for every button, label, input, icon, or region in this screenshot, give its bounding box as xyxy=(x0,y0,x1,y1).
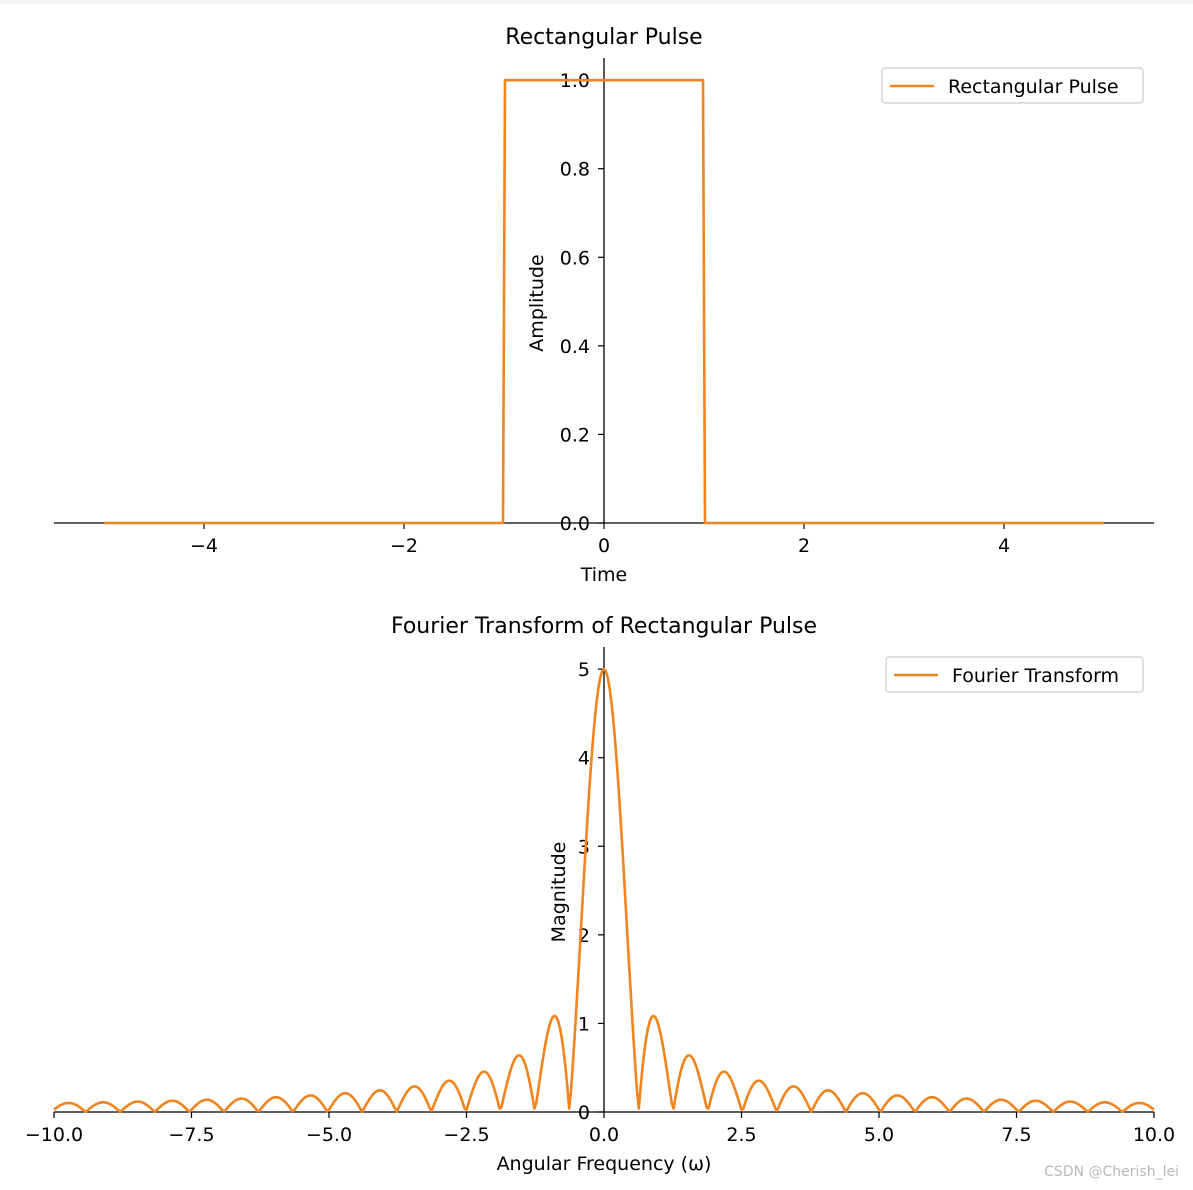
series-lines xyxy=(53,667,1155,1114)
legend-label: Rectangular Pulse xyxy=(948,76,1119,98)
y-ticks: 0.00.20.40.60.81.0 xyxy=(560,70,604,535)
x-tick-label: 4 xyxy=(998,535,1010,557)
legend-box xyxy=(885,656,1144,693)
x-tick-label: 2 xyxy=(798,535,810,557)
x-axis-label: Time xyxy=(580,564,628,586)
x-tick-label: −2.5 xyxy=(443,1124,489,1146)
chart-title: Rectangular Pulse xyxy=(505,25,702,50)
x-tick-label: −5.0 xyxy=(306,1124,352,1146)
legend-label: Fourier Transform xyxy=(952,665,1119,687)
y-tick-label: 0 xyxy=(578,1102,590,1124)
top-border xyxy=(0,0,1193,4)
y-tick-label: 0.8 xyxy=(560,159,590,181)
x-tick-label: −7.5 xyxy=(168,1124,214,1146)
y-tick-label: 4 xyxy=(578,748,590,770)
watermark: CSDN @Cherish_lei xyxy=(1044,1164,1179,1180)
y-tick-label: 5 xyxy=(578,659,590,681)
legend: Fourier Transform xyxy=(885,656,1144,693)
series-line xyxy=(104,78,1104,525)
x-ticks: −4 −2 0 2 4 xyxy=(190,523,1010,557)
y-tick-label: 0.4 xyxy=(560,336,590,358)
chart-rectangular-pulse: Rectangular Pulse −4 −2 0 2 4 0.0 0.2 0.4 0.6 0.… xyxy=(54,25,1154,586)
y-tick-label: 1 xyxy=(578,1013,590,1035)
x-tick-label: 10.0 xyxy=(1133,1124,1175,1146)
x-tick-label: 0 xyxy=(598,535,610,557)
chart-fourier-transform: Fourier Transform of Rectangular Pulse −… xyxy=(25,614,1175,1175)
x-tick-label: −10.0 xyxy=(25,1124,83,1146)
axes xyxy=(54,58,1154,524)
y-tick-label: 0.2 xyxy=(560,424,590,446)
x-tick-label: 2.5 xyxy=(726,1124,756,1146)
x-axis-label: Angular Frequency (ω) xyxy=(497,1153,712,1175)
x-ticks: −10.0 −7.5 −5.0 −2.5 0.0 2.5 5.0 7.5 10.0 xyxy=(25,1112,1175,1146)
y-axis-label: Amplitude xyxy=(526,254,548,351)
x-tick-label: 7.5 xyxy=(1001,1124,1031,1146)
x-tick-label: −4 xyxy=(190,535,218,557)
y-axis-label: Magnitude xyxy=(548,842,570,943)
y-tick-label: 0.0 xyxy=(560,513,590,535)
series-line xyxy=(53,667,1155,1114)
y-tick-label: 0.6 xyxy=(560,247,590,269)
series-lines xyxy=(104,78,1104,525)
axes xyxy=(54,647,1154,1113)
legend: Rectangular Pulse xyxy=(881,67,1144,104)
x-tick-label: 5.0 xyxy=(864,1124,894,1146)
chart-title: Fourier Transform of Rectangular Pulse xyxy=(391,614,817,639)
x-tick-label: 0.0 xyxy=(589,1124,619,1146)
legend-box xyxy=(881,67,1144,104)
x-tick-label: −2 xyxy=(390,535,418,557)
